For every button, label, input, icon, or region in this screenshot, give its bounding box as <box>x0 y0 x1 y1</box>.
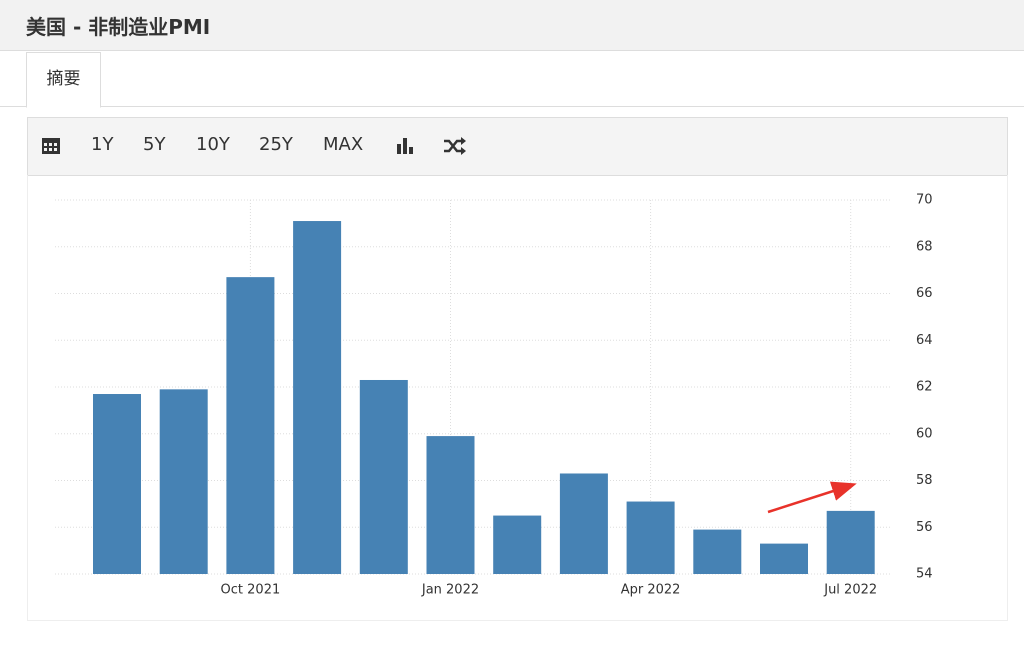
y-tick-label: 58 <box>916 473 933 488</box>
chart-box <box>27 175 1008 621</box>
y-tick-label: 54 <box>916 567 933 582</box>
bar <box>760 543 808 574</box>
x-tick-label: Jul 2022 <box>823 583 877 598</box>
annotation-arrow <box>767 481 857 514</box>
tab[interactable]: 摘要 <box>26 52 101 108</box>
range-button[interactable]: 1Y <box>91 134 114 155</box>
range-button[interactable]: MAX <box>323 134 364 155</box>
bar <box>826 510 875 574</box>
y-tick-label: 62 <box>916 380 933 395</box>
range-button[interactable]: 25Y <box>259 134 293 155</box>
range-button[interactable]: 5Y <box>143 134 166 155</box>
bar <box>559 473 608 574</box>
x-tick-label: Oct 2021 <box>221 583 281 598</box>
toolbar: 1Y 5Y 10Y 25Y MAX <box>27 117 1008 176</box>
x-tick-label: Apr 2022 <box>621 583 681 598</box>
bar <box>93 394 141 574</box>
y-tick-label: 60 <box>916 426 933 441</box>
bar <box>626 501 675 574</box>
bar <box>426 436 475 574</box>
bar <box>293 221 342 574</box>
header: 美国 - 非制造业PMI <box>0 0 1024 51</box>
tab-line <box>0 106 1024 107</box>
bar <box>226 277 275 574</box>
y-tick-label: 64 <box>916 333 933 348</box>
bar-chart-icon[interactable] <box>395 135 417 157</box>
shuffle-icon[interactable] <box>442 135 468 157</box>
page-title: 美国 - 非制造业PMI <box>26 15 211 39</box>
calendar-icon[interactable] <box>41 135 63 157</box>
y-tick-label: 68 <box>916 239 933 254</box>
bar <box>493 515 542 574</box>
y-tick-label: 70 <box>916 193 933 208</box>
bar <box>359 379 408 574</box>
bar <box>159 389 208 574</box>
y-tick-label: 56 <box>916 520 933 535</box>
range-button[interactable]: 10Y <box>196 134 230 155</box>
bar <box>693 529 742 574</box>
y-tick-label: 66 <box>916 286 933 301</box>
x-tick-label: Jan 2022 <box>421 583 479 598</box>
